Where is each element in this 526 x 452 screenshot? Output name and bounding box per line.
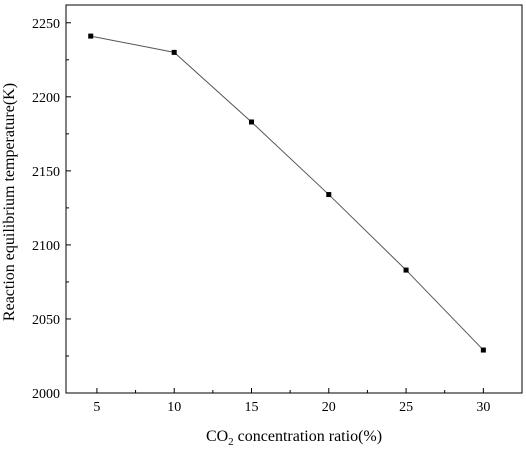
y-tick-label: 2250 [32, 17, 60, 32]
x-tick-label: 25 [399, 400, 413, 415]
y-tick-labels: 2000 2050 2100 2150 2200 2250 [32, 17, 60, 402]
x-axis-title: CO2 concentration ratio(%) [206, 428, 382, 447]
plot-area-frame [65, 4, 523, 394]
x-tick-label: 10 [167, 400, 181, 415]
x-tick-label: 30 [476, 400, 490, 415]
series-group [88, 33, 486, 353]
data-point-marker [171, 49, 177, 55]
axis-ticks [66, 22, 484, 394]
y-tick-label: 2100 [32, 239, 60, 254]
data-point-marker [88, 33, 94, 39]
y-axis-title: Reaction equilibrium temperature(K) [1, 83, 18, 321]
x-tick-label: 15 [244, 400, 258, 415]
y-tick-label: 2000 [32, 387, 60, 402]
y-tick-label: 2200 [32, 91, 60, 106]
x-axis-title-subscript: 2 [228, 436, 234, 447]
x-axis-title-prefix: CO [206, 428, 228, 445]
x-tick-labels: 5 10 15 20 25 30 [93, 400, 490, 415]
x-tick-label: 5 [93, 400, 100, 415]
data-point-marker [480, 347, 486, 353]
x-axis-title-suffix: concentration ratio(%) [234, 428, 382, 445]
x-tick-label: 20 [322, 400, 336, 415]
y-tick-label: 2050 [32, 313, 60, 328]
data-point-marker [248, 119, 254, 125]
y-tick-label: 2150 [32, 165, 60, 180]
data-point-marker [403, 267, 409, 273]
data-point-marker [326, 192, 332, 198]
series-line [90, 35, 484, 351]
